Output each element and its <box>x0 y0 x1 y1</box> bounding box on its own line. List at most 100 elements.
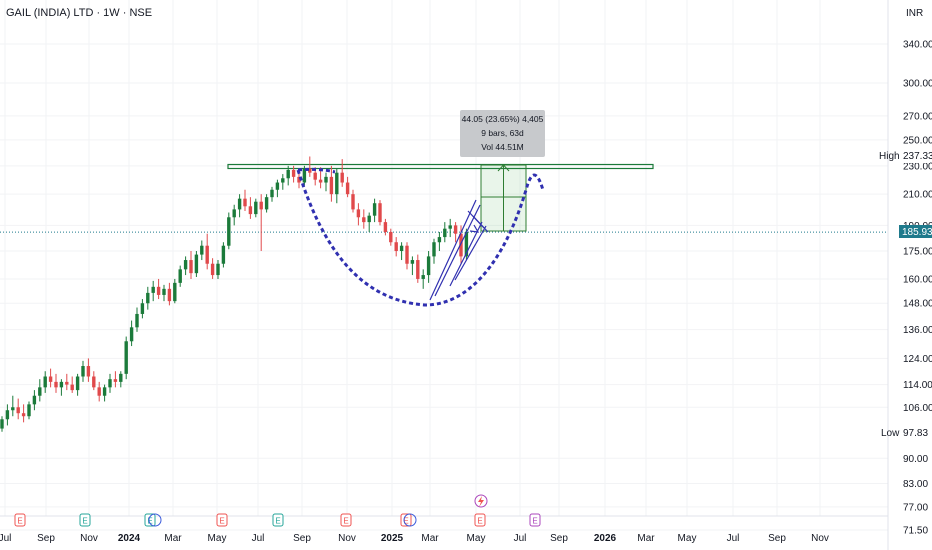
candle-body <box>329 176 334 195</box>
candle-body <box>232 209 236 218</box>
candle-body <box>254 201 258 215</box>
event-marker[interactable]: E <box>79 513 91 527</box>
event-letter: E <box>403 517 408 526</box>
lightning-icon[interactable] <box>474 494 488 508</box>
candle-body <box>65 381 69 385</box>
candle-body <box>243 198 247 207</box>
event-marker[interactable]: E <box>216 513 228 527</box>
candle-body <box>183 260 188 270</box>
event-marker[interactable]: E <box>400 513 412 527</box>
event-marker[interactable]: E <box>144 513 156 527</box>
event-letter: E <box>82 517 87 526</box>
candle-body <box>48 376 53 382</box>
time-tick: Jul <box>252 533 265 544</box>
price-tick: 148.00 <box>903 299 932 310</box>
candle-body <box>297 176 301 183</box>
candle-body <box>394 242 398 252</box>
time-tick: 2026 <box>594 533 617 544</box>
candle-body <box>416 260 420 279</box>
price-tick: 250.00 <box>903 135 932 146</box>
candle-body <box>378 203 382 223</box>
high-badge: High 237.33 <box>879 150 932 163</box>
candle-body <box>151 286 155 293</box>
event-letter: E <box>147 517 152 526</box>
time-tick: Jul <box>727 533 740 544</box>
candle-body <box>248 206 253 215</box>
time-tick: Jul <box>514 533 527 544</box>
price-tick: 90.00 <box>903 454 928 465</box>
price-tick: 175.00 <box>903 247 932 258</box>
candle-body <box>448 225 452 229</box>
candle-body <box>167 288 172 302</box>
event-circle[interactable] <box>148 513 162 527</box>
candle-body <box>162 288 166 295</box>
measure-bars-text: 9 bars, 63d <box>481 128 524 138</box>
candle-body <box>210 263 215 276</box>
low-value: 97.83 <box>903 428 928 439</box>
candle-body <box>140 303 145 314</box>
channel-lines[interactable] <box>429 199 489 301</box>
price-tick: 160.00 <box>903 274 932 285</box>
cup-projection[interactable] <box>296 167 545 307</box>
price-tick: 71.50 <box>903 526 928 537</box>
measure-volume-text: Vol 44.51M <box>481 142 524 152</box>
candle-body <box>205 245 209 264</box>
candle-body <box>237 198 242 210</box>
candle-body <box>421 275 425 279</box>
last-price-badge: 185.93 <box>899 225 932 238</box>
time-tick: Nov <box>811 533 829 544</box>
measure-box[interactable] <box>480 164 527 232</box>
price-tick: 340.00 <box>903 40 932 51</box>
candle-body <box>54 381 58 388</box>
candle-body <box>0 419 4 429</box>
candle-body <box>102 387 107 396</box>
candle-body <box>32 395 37 405</box>
candle-body <box>43 376 47 388</box>
candle-body <box>129 327 134 342</box>
event-circle[interactable] <box>403 513 417 527</box>
candle-body <box>389 232 393 243</box>
candle-body <box>345 182 350 195</box>
event-marker[interactable]: E <box>14 513 26 527</box>
candle-body <box>313 172 317 180</box>
candle-body <box>216 263 220 276</box>
time-tick: May <box>678 533 697 544</box>
time-axis[interactable]: Jul Sep Nov 2024 Mar May Jul Sep Nov 2025 Mar May Ju… <box>0 533 829 544</box>
event-marker[interactable]: E <box>474 513 486 527</box>
time-tick: Jul <box>0 533 11 544</box>
candle-body <box>173 282 177 302</box>
event-marker[interactable]: E <box>272 513 284 527</box>
candle-body <box>291 169 296 177</box>
event-letter: E <box>219 517 224 526</box>
time-tick: 2024 <box>118 533 141 544</box>
candle-body <box>11 407 15 411</box>
price-tick: 106.00 <box>903 403 932 414</box>
event-letter: E <box>17 517 22 526</box>
candle-body <box>227 217 231 246</box>
candle-body <box>92 376 96 388</box>
resistance-line[interactable] <box>227 163 654 170</box>
candle-body <box>221 245 226 264</box>
candle-body <box>335 172 339 195</box>
price-tick: 114.00 <box>903 380 932 391</box>
candles <box>0 156 469 432</box>
candle-body <box>194 254 199 274</box>
event-marker[interactable]: E <box>529 513 541 527</box>
time-tick: Nov <box>338 533 356 544</box>
candle-body <box>383 222 388 233</box>
candle-body <box>264 197 269 210</box>
candle-body <box>426 256 431 276</box>
price-tick: 77.00 <box>903 502 928 513</box>
candle-body <box>86 366 91 377</box>
price-tick: 300.00 <box>903 79 932 90</box>
candle-body <box>156 286 161 295</box>
candle-body <box>178 269 182 283</box>
time-tick: Sep <box>550 533 568 544</box>
event-marker[interactable]: E <box>340 513 352 527</box>
event-letter: E <box>275 517 280 526</box>
low-badge: Low 97.83 <box>881 428 928 439</box>
candle-body <box>135 313 139 328</box>
